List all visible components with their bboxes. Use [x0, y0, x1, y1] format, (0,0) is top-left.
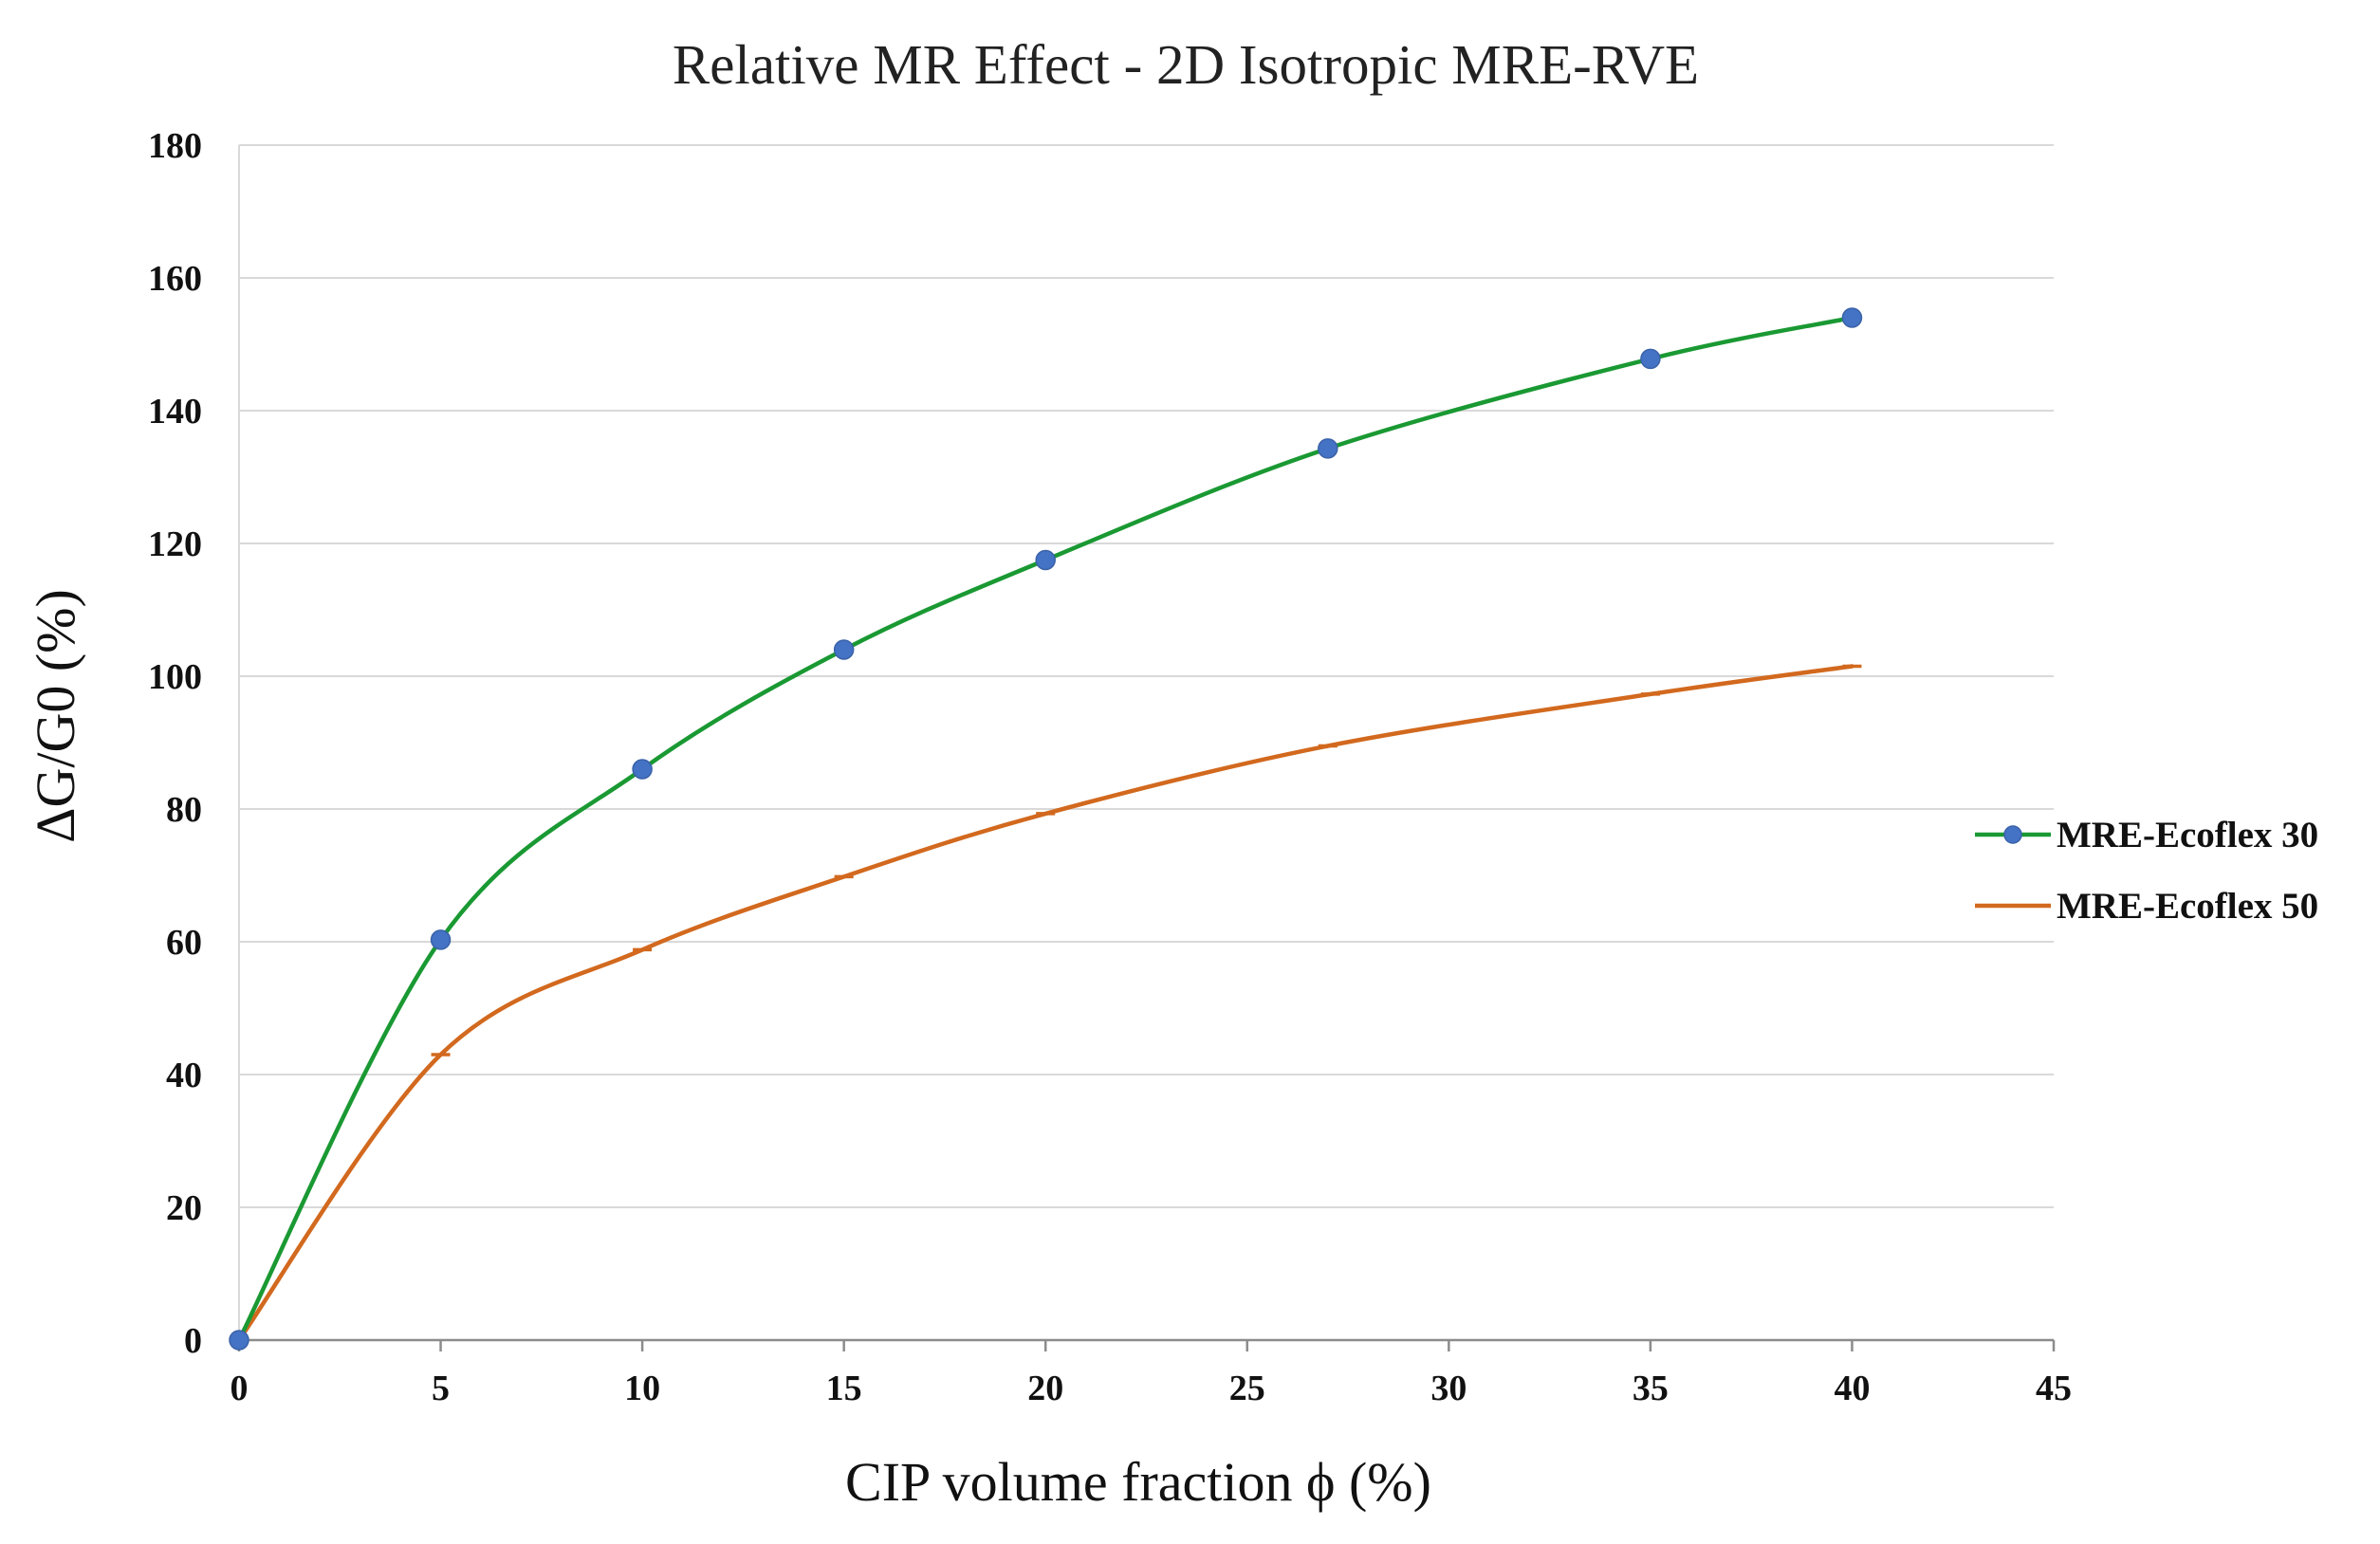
y-tick-label: 0	[184, 1321, 202, 1361]
x-tick-label: 5	[432, 1369, 450, 1408]
legend-label-mre-ecoflex-50: MRE-Ecoflex 50	[2057, 886, 2318, 927]
series-line-mre-ecoflex-50	[236, 664, 1854, 1343]
data-point-mre-ecoflex-30	[1841, 307, 1863, 328]
data-point-mre-ecoflex-30	[1640, 348, 1661, 370]
data-point-mre-ecoflex-30	[1318, 438, 1338, 459]
data-point-mre-ecoflex-30	[229, 1330, 249, 1351]
y-tick-label: 60	[166, 923, 202, 963]
chart-title: Relative MR Effect - 2D Isotropic MRE-RV…	[673, 33, 1699, 96]
series-markers	[229, 307, 1863, 1351]
x-tick-label: 45	[2036, 1369, 2072, 1408]
legend-label-mre-ecoflex-30: MRE-Ecoflex 30	[2057, 815, 2318, 855]
y-axis-title: ΔG/G0 (%)	[25, 589, 86, 843]
x-axis-title: CIP volume fraction ϕ (%)	[845, 1451, 1431, 1513]
data-point-mre-ecoflex-30	[430, 929, 452, 950]
x-tick-label: 15	[826, 1369, 862, 1408]
series-line-mre-ecoflex-30	[236, 315, 1854, 1343]
x-tick-label: 25	[1229, 1369, 1265, 1408]
y-tick-label: 140	[148, 392, 202, 432]
x-tick-label: 40	[1834, 1369, 1870, 1408]
legend: MRE-Ecoflex 30 MRE-Ecoflex 50	[1975, 815, 2318, 927]
x-tick-label: 35	[1633, 1369, 1669, 1408]
y-tick-label: 160	[148, 259, 202, 299]
x-axis-ticks: 0 5 10 15 20 25 30 35 40 45	[231, 1369, 2073, 1408]
data-point-mre-ecoflex-30	[632, 759, 653, 780]
grid-lines	[239, 144, 2054, 1208]
y-tick-label: 120	[148, 524, 202, 564]
x-tick-label: 30	[1430, 1369, 1467, 1408]
y-tick-label: 40	[166, 1056, 202, 1095]
data-point-mre-ecoflex-30	[1035, 549, 1056, 571]
x-tick-label: 20	[1027, 1369, 1063, 1408]
y-tick-label: 20	[166, 1188, 202, 1228]
axes	[237, 145, 2056, 1351]
y-axis-ticks: 0 20 40 60 80 100 120 140 160 180	[148, 126, 202, 1361]
x-tick-label: 10	[624, 1369, 660, 1408]
y-tick-label: 180	[148, 126, 202, 166]
y-tick-label: 80	[166, 790, 202, 830]
series-lines	[236, 315, 1854, 1343]
data-point-mre-ecoflex-30	[833, 639, 855, 660]
x-tick-label: 0	[231, 1369, 249, 1408]
y-tick-label: 100	[148, 657, 202, 697]
legend-marker-mre-ecoflex-30	[2003, 825, 2022, 844]
